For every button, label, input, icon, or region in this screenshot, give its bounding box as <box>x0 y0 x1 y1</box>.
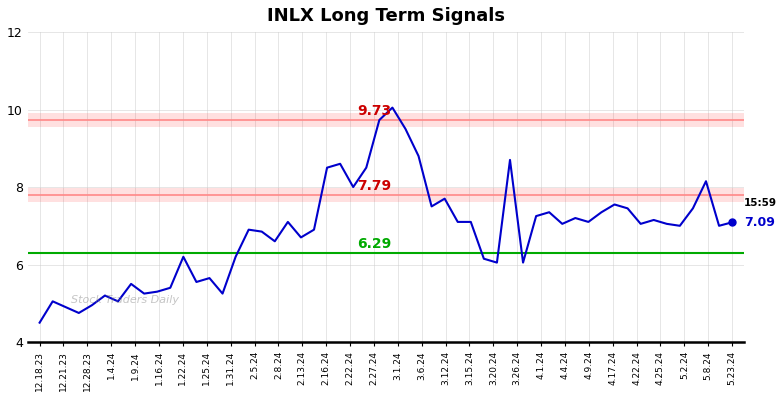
Text: 7.79: 7.79 <box>357 179 391 193</box>
Bar <box>27 188 744 202</box>
Text: 7.09: 7.09 <box>744 216 775 229</box>
Text: 6.29: 6.29 <box>357 237 391 252</box>
Bar <box>27 113 744 127</box>
Title: INLX Long Term Signals: INLX Long Term Signals <box>267 7 505 25</box>
Text: Stock Traders Daily: Stock Traders Daily <box>71 295 179 305</box>
Text: 9.73: 9.73 <box>357 104 391 118</box>
Text: 15:59: 15:59 <box>744 198 777 208</box>
